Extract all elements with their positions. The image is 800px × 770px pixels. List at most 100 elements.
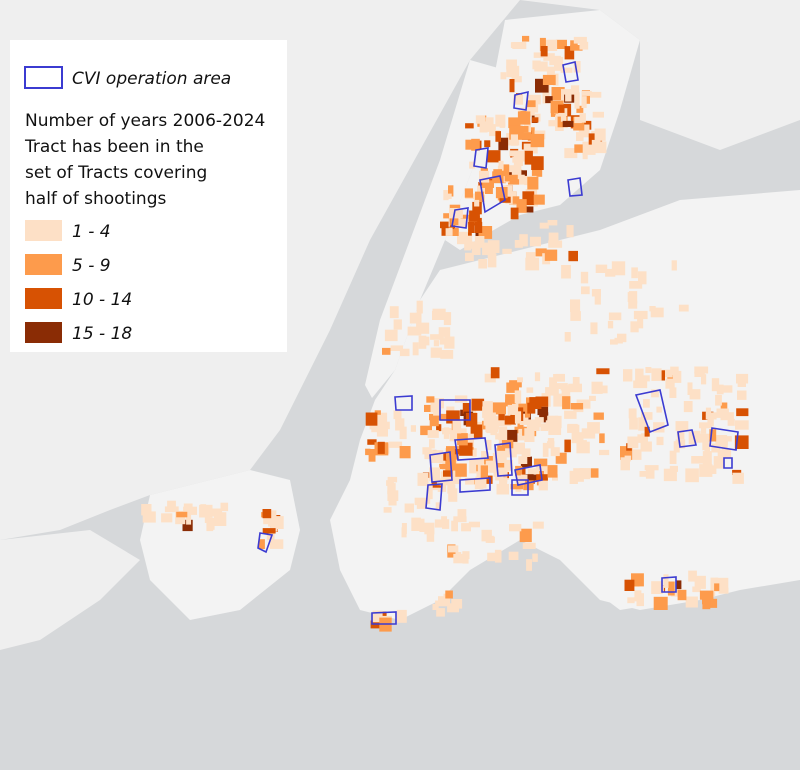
tract	[506, 59, 517, 70]
tract	[653, 596, 668, 610]
tract	[481, 475, 493, 484]
cvi-area	[371, 611, 397, 625]
tract	[527, 94, 541, 105]
tract	[645, 469, 655, 479]
tract	[573, 36, 587, 44]
tract	[732, 469, 742, 475]
tract	[699, 590, 714, 600]
tract	[450, 215, 459, 226]
tract	[518, 456, 528, 464]
tract	[416, 300, 423, 314]
cvi-area	[451, 207, 469, 229]
tract	[383, 507, 392, 513]
tract	[533, 52, 547, 58]
tract	[467, 433, 474, 448]
tract	[534, 372, 541, 382]
tract	[368, 449, 376, 462]
tract	[670, 366, 679, 376]
tract	[685, 468, 699, 483]
tract	[545, 39, 558, 51]
tract	[576, 399, 591, 409]
legend-swatch	[25, 322, 62, 343]
tract	[547, 441, 555, 448]
tract	[453, 516, 467, 523]
cvi-area	[562, 61, 579, 83]
tract	[692, 586, 701, 593]
tract	[691, 456, 704, 464]
tract	[595, 264, 608, 273]
tract	[471, 241, 481, 255]
tract	[508, 179, 520, 185]
tract	[440, 413, 447, 421]
tract	[465, 252, 474, 262]
tract	[430, 347, 442, 358]
tract	[529, 236, 541, 247]
tract	[482, 180, 494, 188]
tract	[519, 413, 529, 425]
tract	[485, 460, 497, 471]
tract	[701, 374, 707, 385]
tract	[665, 378, 675, 389]
tract	[534, 458, 548, 467]
tract	[545, 387, 559, 396]
tract	[204, 517, 210, 523]
tract	[513, 152, 523, 166]
tract	[507, 167, 518, 178]
tract	[526, 559, 532, 571]
cvi-area	[709, 427, 739, 451]
tract	[522, 542, 536, 549]
legend-label: 15 - 18	[72, 324, 132, 344]
tract	[736, 373, 749, 384]
tract	[579, 41, 589, 50]
tract	[474, 221, 483, 233]
legend-swatch	[25, 220, 62, 241]
tract	[560, 385, 574, 391]
cvi-area	[567, 177, 583, 197]
tract	[485, 535, 494, 543]
tract	[479, 170, 490, 183]
tract	[504, 459, 513, 471]
tract	[518, 435, 525, 441]
tract	[639, 471, 649, 477]
tract	[531, 164, 543, 177]
tract	[514, 240, 523, 248]
legend-swatch	[25, 288, 62, 309]
tract	[436, 478, 450, 486]
tract	[399, 426, 407, 440]
tract	[462, 551, 470, 560]
tract	[532, 553, 538, 562]
tract	[477, 185, 489, 193]
tract	[564, 46, 575, 60]
tract	[440, 221, 449, 229]
tract	[544, 249, 558, 261]
tract	[430, 402, 442, 413]
tract	[561, 265, 571, 279]
tract	[495, 114, 506, 127]
tract	[451, 520, 458, 532]
tract	[518, 403, 532, 413]
tract	[542, 74, 556, 85]
tract	[500, 477, 508, 483]
tract	[676, 425, 685, 440]
tract	[531, 156, 544, 170]
tract	[404, 503, 414, 513]
cvi-areas	[257, 61, 739, 625]
tract	[644, 465, 659, 471]
tract	[599, 433, 605, 444]
tract	[641, 433, 648, 444]
tract	[670, 589, 681, 597]
tract	[594, 128, 606, 141]
cvi-area	[454, 437, 489, 461]
tract	[644, 426, 650, 437]
tract	[522, 35, 530, 42]
tract	[590, 468, 599, 478]
tract	[568, 383, 582, 393]
tract	[469, 161, 476, 169]
tract	[432, 604, 439, 610]
tract	[262, 528, 276, 534]
tract	[429, 439, 435, 449]
tract	[481, 451, 488, 460]
tract	[564, 332, 571, 342]
tract	[533, 194, 545, 205]
tract	[564, 148, 578, 159]
